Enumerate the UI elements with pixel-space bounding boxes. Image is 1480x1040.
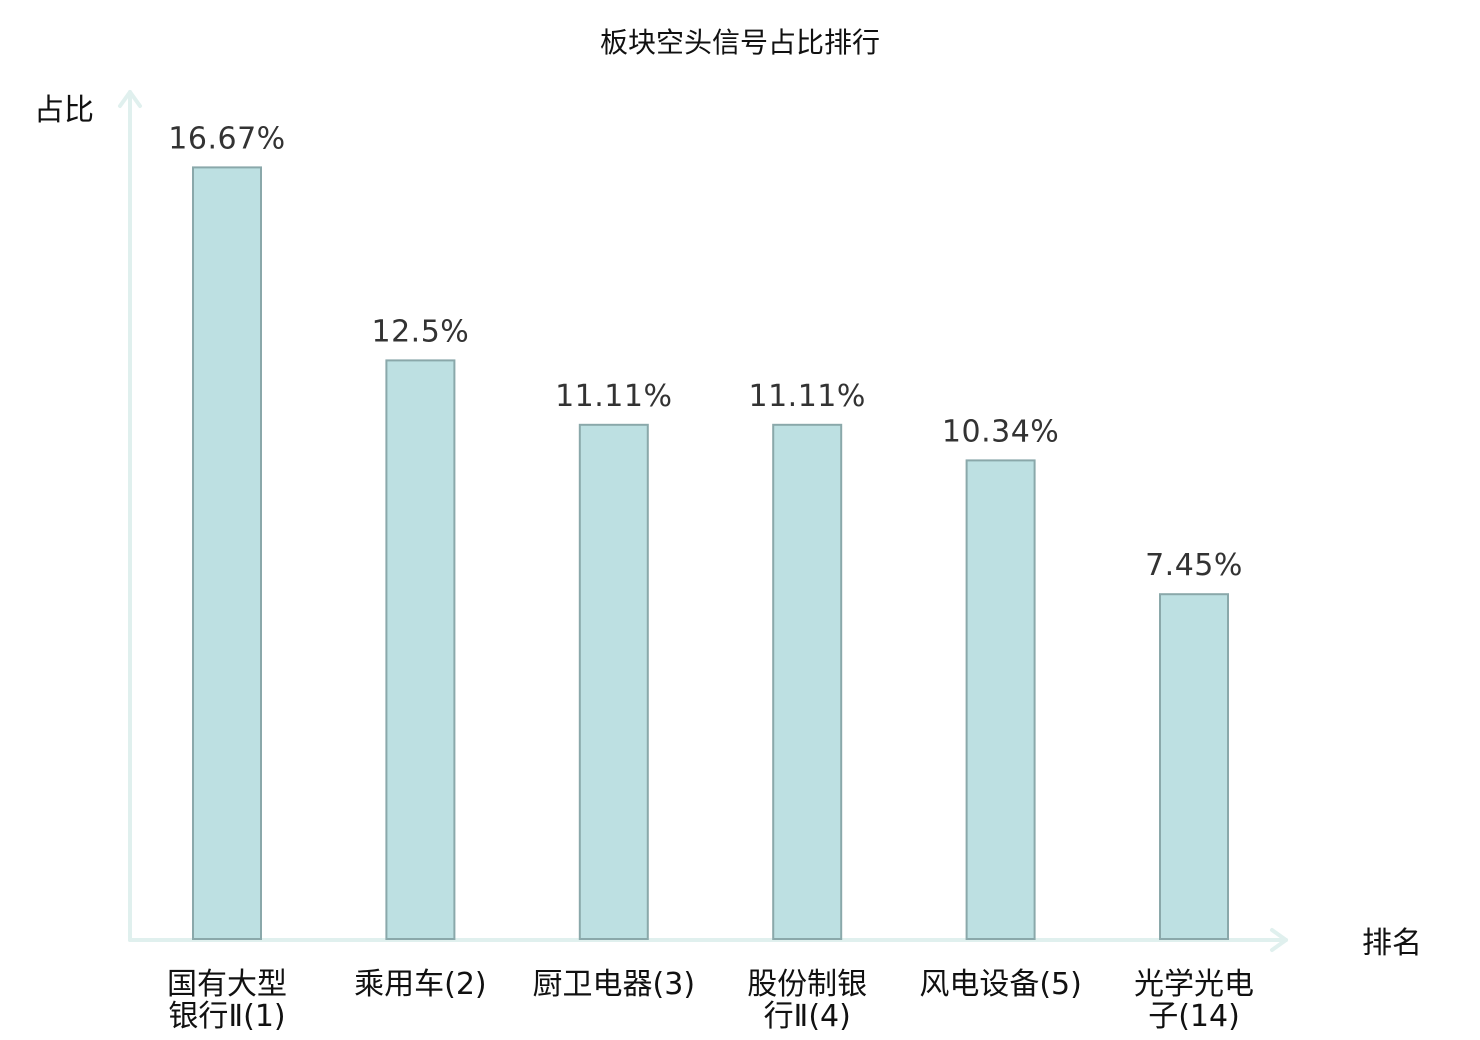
value-label-6: 7.45% bbox=[1145, 548, 1243, 583]
bar-5 bbox=[965, 459, 1036, 940]
bar-1 bbox=[192, 166, 262, 940]
y-axis: 占比 bbox=[34, 90, 142, 942]
y-axis-title: 占比 bbox=[34, 93, 94, 128]
category-label-line: 乘用车(2) bbox=[354, 967, 487, 1002]
value-label-5: 10.34% bbox=[942, 414, 1059, 449]
value-label-2: 12.5% bbox=[371, 314, 469, 349]
category-label-6: 光学光电子(14) bbox=[1134, 967, 1254, 1034]
category-label-line: 子(14) bbox=[1148, 999, 1240, 1034]
x-axis: 排名 bbox=[128, 926, 1422, 961]
value-label-4: 11.11% bbox=[749, 379, 866, 414]
category-label-line: 行Ⅱ(4) bbox=[764, 999, 851, 1034]
category-label-5: 风电设备(5) bbox=[919, 967, 1082, 1002]
x-axis-title: 排名 bbox=[1362, 926, 1422, 961]
category-label-line: 光学光电 bbox=[1134, 967, 1254, 1002]
category-label-line: 风电设备(5) bbox=[919, 967, 1082, 1002]
category-label-line: 银行Ⅱ(1) bbox=[168, 999, 285, 1034]
bar-2 bbox=[385, 359, 456, 940]
bar-6 bbox=[1159, 593, 1229, 940]
category-label-1: 国有大型银行Ⅱ(1) bbox=[167, 967, 287, 1034]
value-labels-group: 16.67% 12.5% 11.11% 11.11% 10.34% 7.45% bbox=[168, 121, 1243, 583]
category-label-line: 国有大型 bbox=[167, 967, 287, 1002]
category-label-2: 乘用车(2) bbox=[354, 967, 487, 1002]
value-label-1: 16.67% bbox=[168, 121, 285, 156]
y-axis-arrow-icon bbox=[118, 90, 142, 108]
category-label-line: 厨卫电器(3) bbox=[533, 967, 696, 1002]
chart-title: 板块空头信号占比排行 bbox=[600, 26, 880, 59]
category-label-3: 厨卫电器(3) bbox=[533, 967, 696, 1002]
bar-3 bbox=[578, 423, 649, 940]
category-labels-group: 国有大型银行Ⅱ(1) 乘用车(2) 厨卫电器(3) 股份制银行Ⅱ(4) 风电设备(5) 光… bbox=[167, 967, 1254, 1034]
category-label-line: 股份制银 bbox=[747, 967, 867, 1002]
x-axis-arrow-icon bbox=[1270, 928, 1288, 952]
bars-group bbox=[192, 166, 1229, 940]
category-label-4: 股份制银行Ⅱ(4) bbox=[747, 967, 867, 1034]
value-label-3: 11.11% bbox=[555, 379, 672, 414]
bar-4 bbox=[772, 423, 843, 940]
